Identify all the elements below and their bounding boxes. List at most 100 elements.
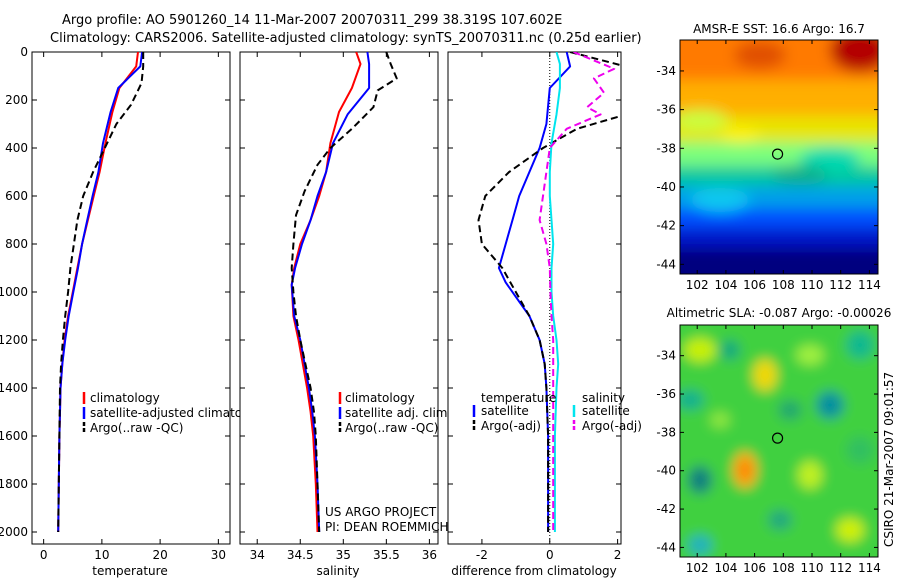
- lat-tick-label: -44: [656, 257, 676, 271]
- lon-tick-label: 104: [714, 278, 737, 292]
- difference-x-axis: -2 0 2: [476, 52, 621, 562]
- sla-map-frame: [679, 324, 879, 558]
- x-tick-label: 35.5: [373, 548, 400, 562]
- x-tick-label: 2: [614, 548, 622, 562]
- difference-y-ticks: [448, 51, 621, 533]
- lon-tick-label: 114: [858, 561, 881, 575]
- lon-tick-label: 102: [686, 278, 709, 292]
- lat-tick-label: -40: [656, 464, 676, 478]
- profile-line-t_argo: [477, 52, 621, 532]
- legend-salinity-heading: salinity: [582, 391, 625, 405]
- depth-tick-label: 1400: [0, 381, 28, 395]
- argo-position-marker: [771, 432, 784, 444]
- difference-panel: -2 0 2 difference from climatology tempera…: [447, 51, 642, 578]
- sst-map-frame: [679, 39, 879, 275]
- salinity-x-axis: 34 34.5 35 35.5 36: [250, 52, 437, 562]
- depth-tick-label: 600: [5, 189, 28, 203]
- lat-tick-label: -42: [656, 219, 676, 233]
- lat-tick-label: -36: [656, 103, 676, 117]
- legend-argo: Argo(..raw -QC): [345, 421, 438, 435]
- lon-tick-label: 106: [743, 561, 766, 575]
- profile-line-s_sat: [548, 52, 561, 532]
- lon-tick-label: 108: [772, 561, 795, 575]
- x-tick-label: 0: [40, 548, 48, 562]
- sst-map-title: AMSR-E SST: 16.6 Argo: 16.7: [693, 22, 865, 36]
- depth-tick-label: 1200: [0, 333, 28, 347]
- temperature-axes: [31, 51, 231, 545]
- legend-satellite-adjusted: satellite-adjusted climatology: [90, 406, 268, 420]
- salinity-panel: 34 34.5 35 35.5 36 salinity climatology sate…: [239, 51, 451, 578]
- depth-tick-label: 2000: [0, 525, 28, 539]
- x-tick-label: 34.5: [287, 548, 314, 562]
- sla-map-panel: Altimetric SLA: -0.087 Argo: -0.00026: [656, 306, 892, 575]
- difference-xlabel: difference from climatology: [451, 564, 617, 578]
- difference-profiles: [477, 52, 621, 532]
- lon-tick-label: 104: [714, 561, 737, 575]
- lon-tick-label: 106: [743, 278, 766, 292]
- lon-tick-label: 110: [801, 561, 824, 575]
- legend-climatology: climatology: [345, 391, 415, 405]
- difference-legend: temperature satellite Argo(-adj) salinit…: [472, 391, 642, 433]
- lon-tick-label: 112: [829, 561, 852, 575]
- legend-argo: Argo(..raw -QC): [90, 421, 183, 435]
- depth-tick-label: 400: [5, 141, 28, 155]
- depth-tick-label: 800: [5, 237, 28, 251]
- sla-map-axes: 102 104 106 108 110 112 114 -34 -36 -38 -40 -42 -44: [656, 325, 881, 575]
- legend-satellite-adj-clim: satellite adj. clim.: [345, 406, 451, 420]
- legend-sal-satellite: satellite: [582, 404, 630, 418]
- profile-line-argo: [290, 52, 398, 533]
- salinity-y-ticks: [240, 51, 438, 533]
- depth-tick-label: 200: [5, 93, 28, 107]
- lat-tick-label: -34: [656, 64, 676, 78]
- lat-tick-label: -36: [656, 387, 676, 401]
- lat-tick-label: -38: [656, 141, 676, 155]
- lon-tick-label: 102: [686, 561, 709, 575]
- x-tick-label: 10: [94, 548, 109, 562]
- temperature-profiles: [57, 52, 145, 533]
- x-tick-label: 36: [422, 548, 437, 562]
- x-tick-label: 35: [336, 548, 351, 562]
- depth-tick-label: 0: [20, 45, 28, 59]
- profile-line-s_argo: [538, 52, 616, 532]
- temperature-legend: climatology satellite-adjusted climatolo…: [82, 391, 268, 435]
- profile-line-sat: [290, 52, 371, 533]
- profile-line-argo: [57, 52, 145, 533]
- depth-tick-label: 1800: [0, 477, 28, 491]
- legend-temp-satellite: satellite: [481, 404, 529, 418]
- sst-heatmap: [680, 40, 878, 274]
- x-tick-label: 30: [211, 548, 226, 562]
- x-tick-label: 20: [152, 548, 167, 562]
- lat-tick-label: -34: [656, 349, 676, 363]
- lat-tick-label: -40: [656, 180, 676, 194]
- difference-axes: [447, 51, 622, 545]
- sla-map-title: Altimetric SLA: -0.087 Argo: -0.00026: [667, 306, 892, 320]
- lon-tick-label: 110: [801, 278, 824, 292]
- depth-tick-label: 1000: [0, 285, 28, 299]
- csiro-timestamp: CSIRO 21-Mar-2007 09:01:57: [882, 372, 896, 547]
- sst-map-panel: AMSR-E SST: 16.6 Argo: 16.7: [656, 22, 881, 292]
- legend-sal-argo: Argo(-adj): [582, 419, 642, 433]
- sst-map-axes: 102 104 106 108 110 112 114 -34 -36 -38 -40 -42 -44: [656, 40, 881, 292]
- lon-tick-label: 114: [858, 278, 881, 292]
- temperature-xlabel: temperature: [92, 564, 167, 578]
- legend-temperature-heading: temperature: [481, 391, 556, 405]
- salinity-xlabel: salinity: [316, 564, 359, 578]
- lon-tick-label: 112: [829, 278, 852, 292]
- x-tick-label: 0: [546, 548, 554, 562]
- x-tick-label: 34: [250, 548, 265, 562]
- project-annotation-line2: PI: DEAN ROEMMICH: [325, 520, 448, 534]
- salinity-profiles: [290, 52, 398, 533]
- sla-heatmap: [680, 325, 878, 557]
- figure-title-line2: Climatology: CARS2006. Satellite-adjuste…: [50, 31, 642, 46]
- depth-tick-label: 1600: [0, 429, 28, 443]
- legend-temp-argo: Argo(-adj): [481, 419, 541, 433]
- x-tick-label: -2: [476, 548, 488, 562]
- salinity-axes: [239, 51, 439, 545]
- temperature-panel: 0 200 400 600 800 1000 1200 1400 1600 1800 2000 0 1…: [0, 45, 268, 578]
- figure-title-line1: Argo profile: AO 5901260_14 11-Mar-2007 …: [62, 13, 562, 28]
- lat-tick-label: -42: [656, 502, 676, 516]
- lon-tick-label: 108: [772, 278, 795, 292]
- argo-position-marker: [771, 148, 784, 160]
- project-annotation-line1: US ARGO PROJECT: [325, 505, 437, 519]
